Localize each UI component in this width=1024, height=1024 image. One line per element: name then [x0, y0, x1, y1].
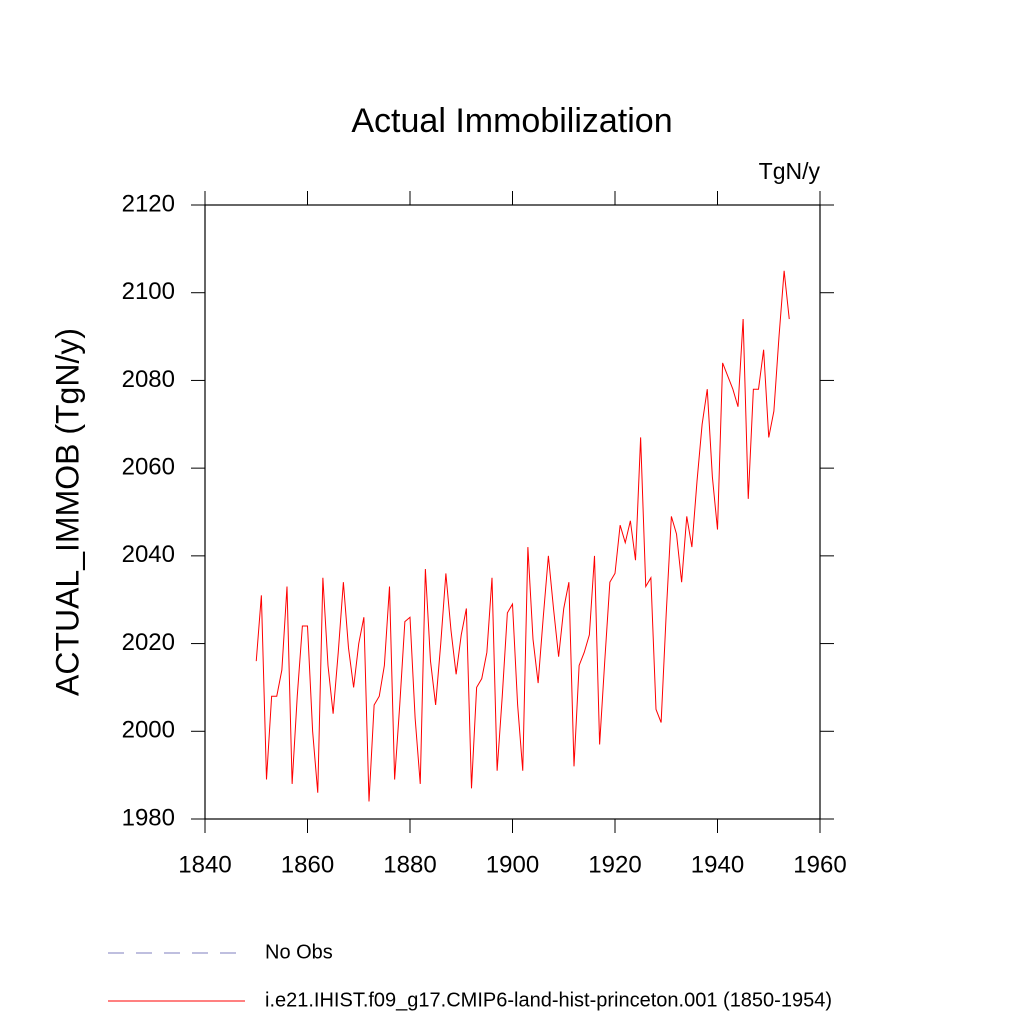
y-tick-label: 2040 — [122, 541, 175, 568]
units-label: TgN/y — [759, 158, 821, 184]
chart-title: Actual Immobilization — [351, 102, 672, 140]
x-tick-label: 1920 — [588, 851, 641, 878]
x-tick-label: 1840 — [178, 851, 231, 878]
x-tick-label: 1960 — [793, 851, 846, 878]
x-tick-label: 1900 — [486, 851, 539, 878]
x-tick-label: 1940 — [691, 851, 744, 878]
y-tick-label: 2120 — [122, 190, 175, 217]
y-axis-label: ACTUAL_IMMOB (TgN/y) — [49, 328, 85, 696]
y-tick-label: 1980 — [122, 804, 175, 831]
x-tick-label: 1860 — [281, 851, 334, 878]
y-tick-label: 2020 — [122, 629, 175, 656]
y-tick-label: 2080 — [122, 366, 175, 393]
y-tick-label: 2100 — [122, 278, 175, 305]
y-tick-label: 2060 — [122, 453, 175, 480]
data-line — [255, 270, 790, 802]
legend-label: i.e21.IHIST.f09_g17.CMIP6-land-hist-prin… — [265, 989, 832, 1011]
plot-frame — [204, 204, 821, 820]
y-tick-label: 2000 — [122, 717, 175, 744]
legend-label: No Obs — [265, 941, 333, 963]
x-tick-label: 1880 — [383, 851, 436, 878]
